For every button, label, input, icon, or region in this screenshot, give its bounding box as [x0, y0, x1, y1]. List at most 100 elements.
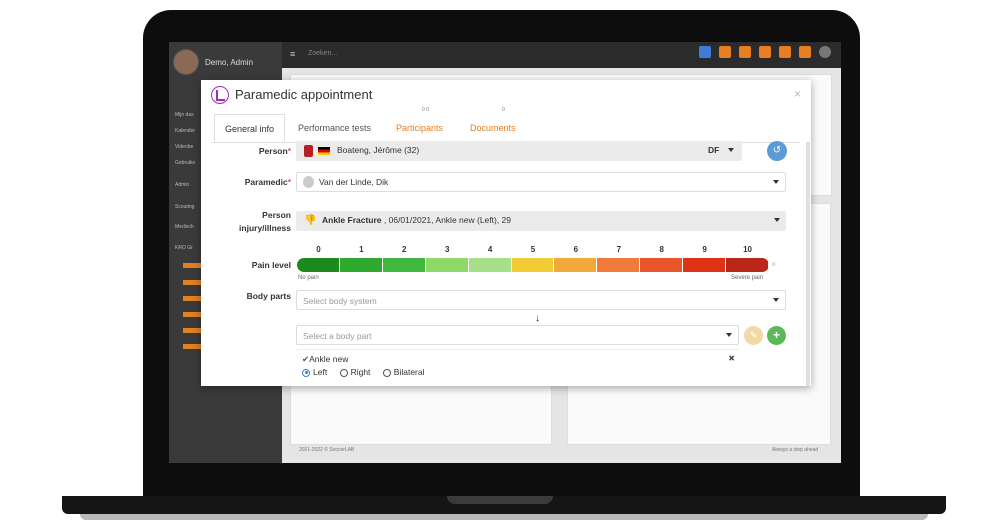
pain-segment-7[interactable] — [597, 258, 641, 272]
pain-scale-number: 10 — [743, 245, 752, 254]
pain-segment-10[interactable] — [726, 258, 769, 272]
side-label: Left — [313, 367, 328, 377]
body-part-placeholder: Select a body part — [303, 331, 372, 341]
chevron-down-icon — [774, 218, 780, 222]
injury-value: Ankle Fracture , 06/01/2021, Ankle new (… — [322, 215, 511, 225]
label-text: Paramedic — [244, 177, 288, 187]
pain-scale[interactable] — [297, 258, 769, 272]
side-options: Left Right Bilateral — [302, 367, 425, 377]
topbar-icons — [699, 46, 831, 58]
sidebar-tag[interactable] — [183, 263, 201, 268]
pain-scale-number: 8 — [659, 245, 664, 254]
sidebar-item[interactable]: Kalender — [175, 128, 196, 134]
close-icon[interactable]: × — [793, 87, 801, 101]
history-button[interactable]: ↺ — [767, 141, 787, 161]
side-option-left[interactable]: Left — [302, 367, 327, 377]
documents-count: 0 — [502, 107, 505, 113]
participants-count: 0 0 — [422, 107, 429, 113]
pain-segment-5[interactable] — [511, 258, 555, 272]
side-option-right[interactable]: Right — [339, 367, 371, 377]
sidebar-user[interactable]: Demo, Admin — [173, 48, 278, 76]
tab-general-info[interactable]: General info — [214, 114, 286, 142]
tab-label: General info — [225, 124, 275, 134]
sidebar-item[interactable]: Scouting — [175, 204, 195, 210]
edit-body-part-button[interactable]: ✎ — [744, 326, 763, 345]
remove-icon[interactable]: ✖ — [728, 354, 735, 363]
side-option-bilateral[interactable]: Bilateral — [382, 367, 425, 377]
body-parts-label: Body parts — [246, 291, 291, 301]
radio-bilateral[interactable] — [382, 368, 391, 377]
paramedic-label: Paramedic* — [244, 177, 291, 187]
tab-participants[interactable]: 0 0 Participants — [386, 107, 453, 142]
person-position: DF — [708, 145, 720, 155]
dialog-header: Paramedic appointment × — [201, 80, 811, 114]
shield-icon[interactable] — [699, 46, 711, 58]
chevron-down-icon — [728, 148, 734, 152]
tab-performance-tests[interactable]: Performance tests — [288, 114, 381, 142]
side-label: Right — [350, 367, 371, 377]
dialog-scrollbar[interactable] — [806, 142, 810, 386]
injury-select[interactable]: 👎 Ankle Fracture , 06/01/2021, Ankle new… — [296, 211, 786, 231]
pain-scale-number: 2 — [402, 245, 407, 254]
sidebar-tag[interactable] — [183, 344, 201, 349]
sidebar-item[interactable]: KRO Gr — [175, 245, 193, 251]
paramedic-avatar-icon — [303, 176, 314, 188]
pain-segment-8[interactable] — [640, 258, 684, 272]
tab-documents[interactable]: 0 Documents — [460, 107, 526, 142]
selected-body-part-name: ✔Ankle new — [302, 354, 349, 364]
paramedic-select[interactable]: Van der Linde, Dik — [296, 172, 786, 192]
user-name: Demo, Admin — [205, 57, 254, 67]
pain-level-label: Pain level — [251, 260, 291, 270]
sidebar-item[interactable]: Mijn das — [175, 112, 194, 118]
sidebar-item[interactable]: Videobe — [175, 144, 194, 150]
chevron-down-icon — [726, 333, 732, 337]
search-input[interactable]: Zoeken... — [308, 50, 338, 57]
pain-min-label: No pain — [298, 275, 319, 281]
pain-segment-9[interactable] — [683, 258, 727, 272]
pain-scale-number: 7 — [616, 245, 622, 254]
user-avatar — [173, 49, 199, 75]
sidebar-tag[interactable] — [183, 296, 201, 301]
chat-icon[interactable] — [779, 46, 791, 58]
sidebar-tag[interactable] — [183, 280, 201, 285]
mail-icon[interactable] — [719, 46, 731, 58]
side-label: Bilateral — [393, 367, 425, 377]
pain-segment-0[interactable] — [297, 258, 340, 272]
person-label: Person* — [258, 146, 291, 156]
label-text: injury/illness — [239, 223, 291, 233]
pain-scale-number: 1 — [359, 245, 364, 254]
pain-scale-number: 3 — [444, 245, 450, 254]
profile-icon[interactable] — [819, 46, 831, 58]
pain-segment-3[interactable] — [425, 258, 469, 272]
paramedic-appointment-dialog: Paramedic appointment × General info Per… — [201, 80, 811, 386]
body-system-select[interactable]: Select body system — [296, 290, 786, 310]
injury-name: Ankle Fracture — [322, 215, 382, 225]
sidebar-item[interactable]: Medisch — [175, 224, 194, 230]
body-part-select[interactable]: Select a body part — [296, 325, 739, 345]
selected-body-part: ✔Ankle new ✖ Left Right Bilateral — [296, 349, 739, 385]
sidebar-tag[interactable] — [183, 312, 201, 317]
sidebar-item[interactable]: Admin — [175, 182, 190, 188]
app-footer: 2021-2022 © SoccerLAB — [299, 447, 355, 453]
radio-left[interactable] — [302, 368, 310, 377]
bell-icon[interactable] — [739, 46, 751, 58]
person-value: Boateng, Jérôme (32) — [337, 145, 420, 155]
app-footer-right: Always a step ahead — [772, 447, 819, 453]
laptop-base — [62, 496, 946, 514]
pain-segment-4[interactable] — [468, 258, 512, 272]
person-select[interactable]: Boateng, Jérôme (32) DF — [296, 141, 742, 161]
pain-segment-2[interactable] — [382, 258, 426, 272]
add-body-part-button[interactable]: + — [767, 326, 786, 345]
sidebar-item[interactable]: Gebruiko — [175, 160, 196, 166]
sidebar-tag[interactable] — [183, 328, 201, 333]
gift-icon[interactable] — [799, 46, 811, 58]
clear-pain-icon[interactable]: × — [771, 259, 777, 269]
tasks-icon[interactable] — [759, 46, 771, 58]
pain-segment-6[interactable] — [554, 258, 598, 272]
chevron-down-icon — [773, 180, 779, 184]
pain-scale-number: 6 — [573, 245, 579, 254]
radio-right[interactable] — [339, 368, 348, 377]
menu-icon[interactable]: ≡ — [290, 49, 296, 59]
pain-segment-1[interactable] — [339, 258, 383, 272]
topbar: ≡ Zoeken... — [282, 42, 841, 68]
